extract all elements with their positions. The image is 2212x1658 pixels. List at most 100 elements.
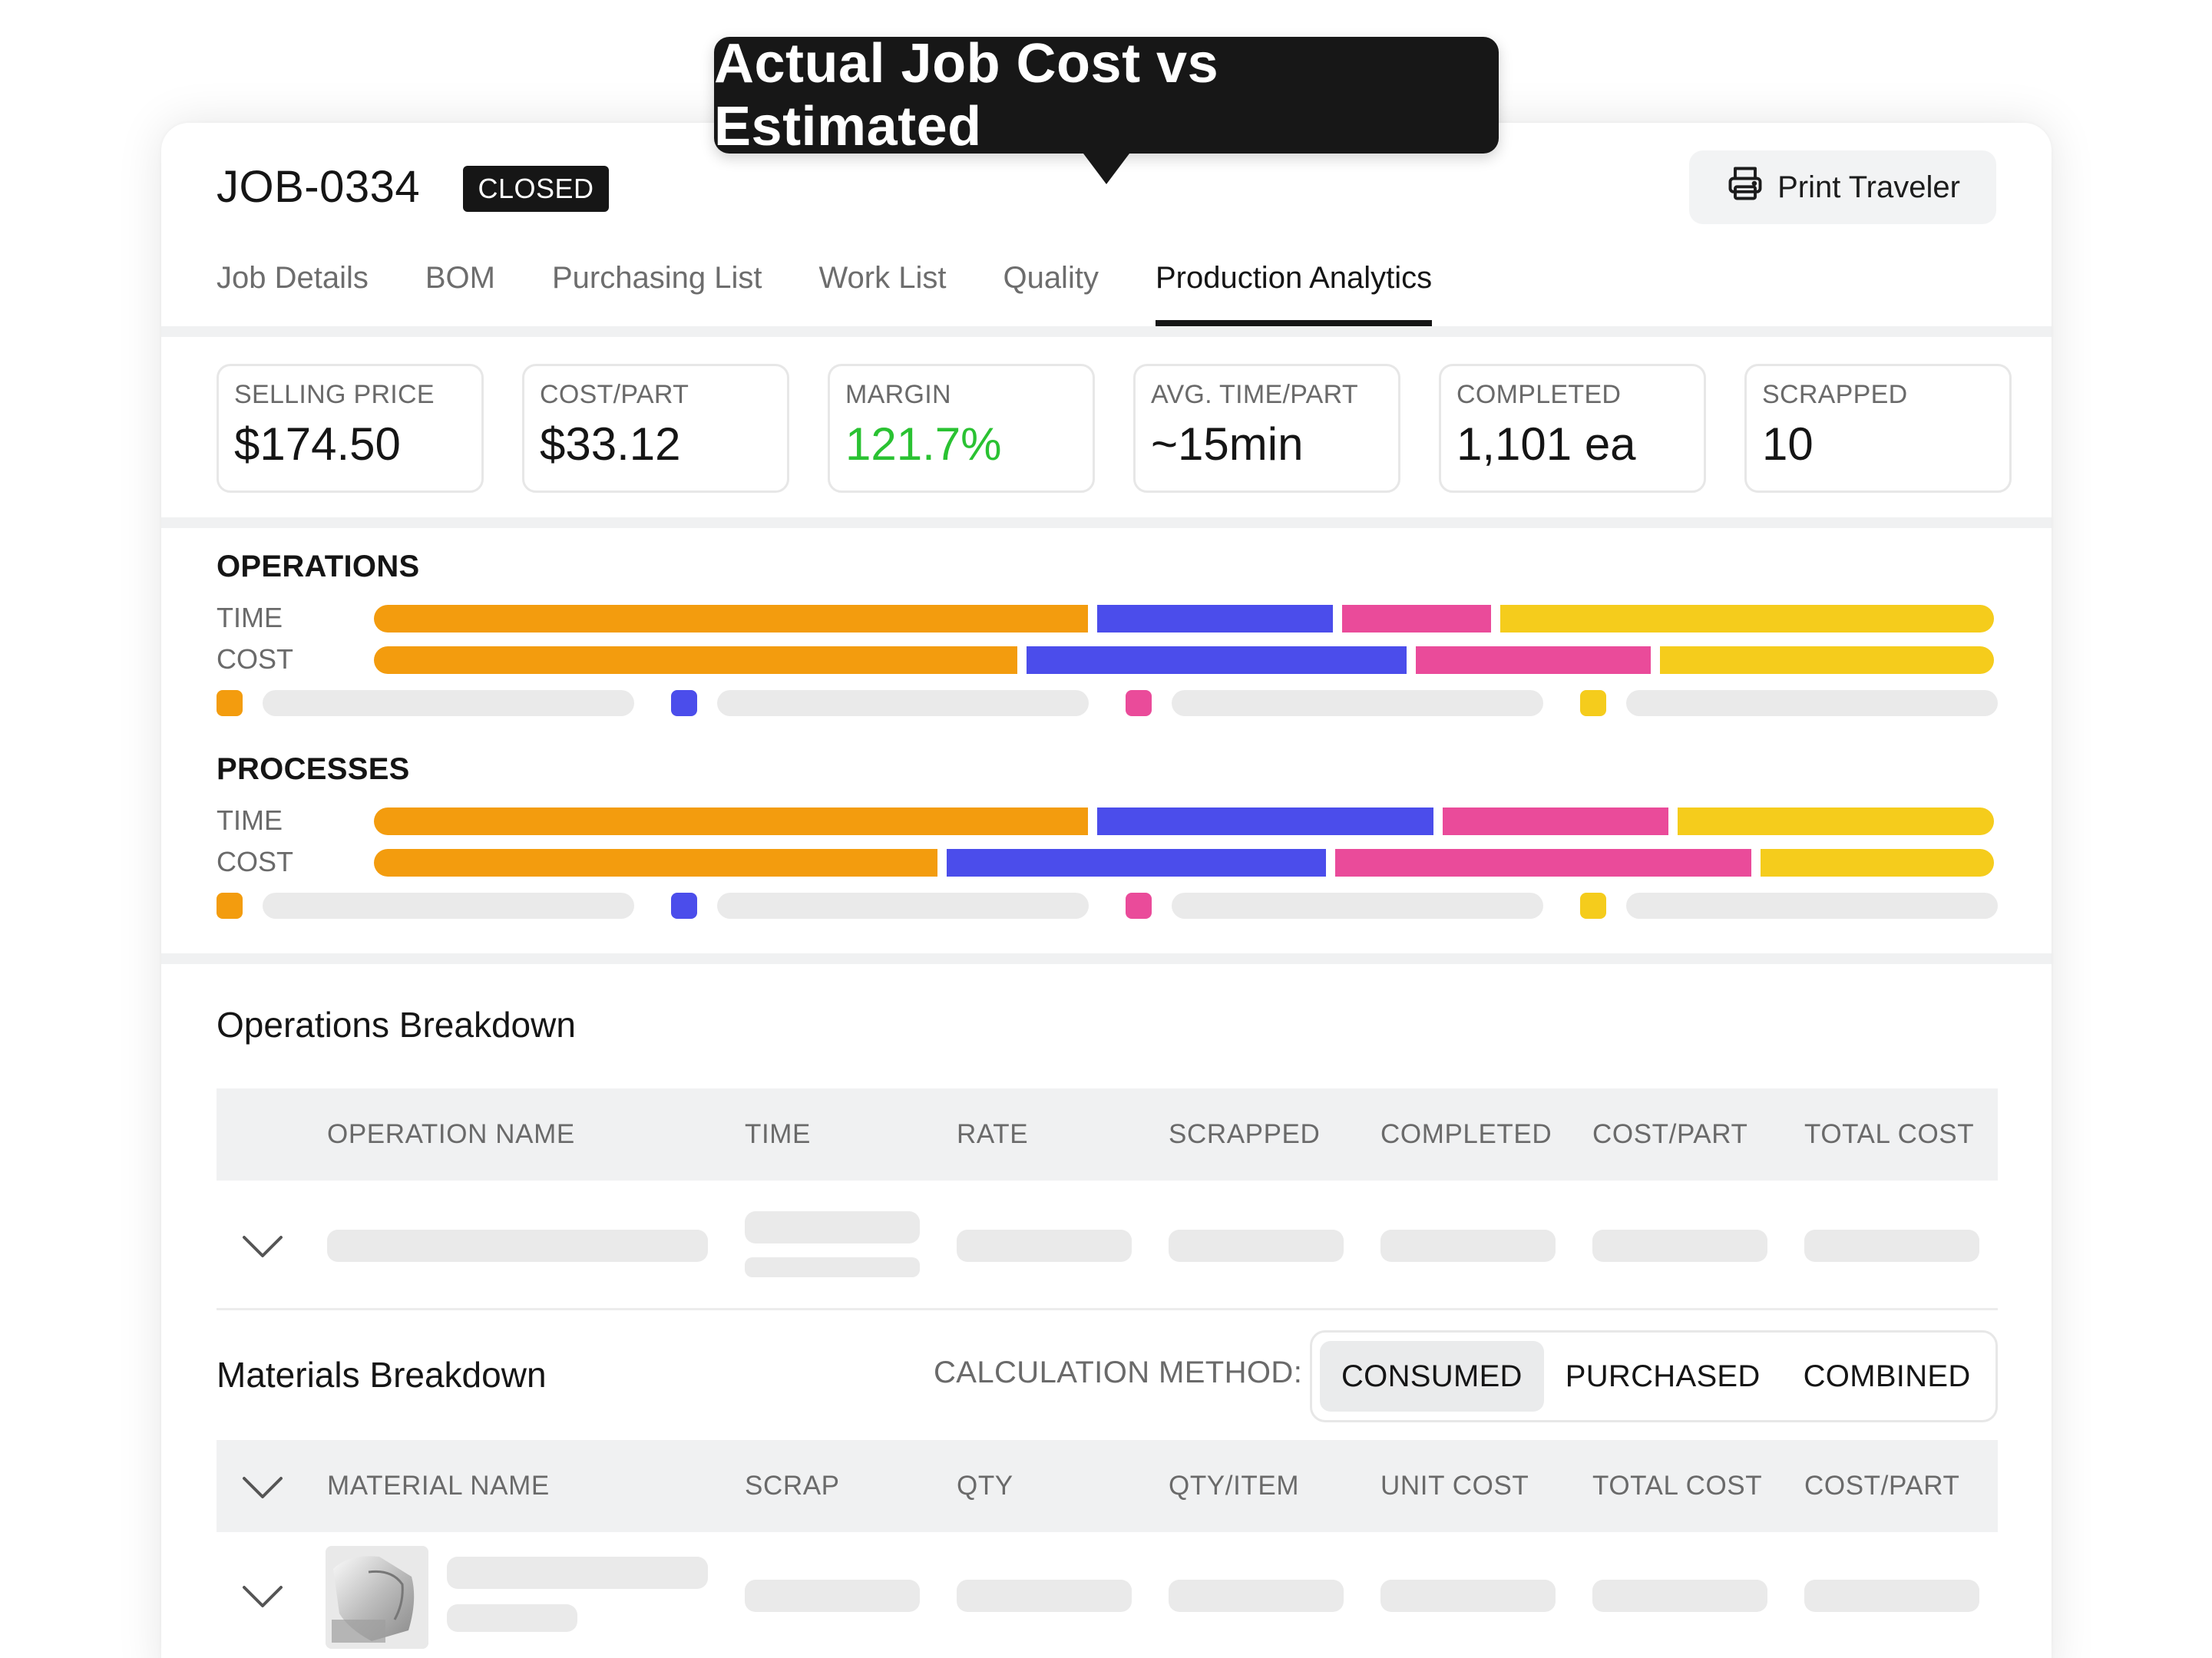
- legend-label-placeholder: [1172, 893, 1543, 919]
- stat-value: 121.7%: [845, 418, 1002, 470]
- material-thumbnail: [326, 1546, 428, 1649]
- processes-title: PROCESSES: [217, 752, 410, 786]
- col-total-cost[interactable]: TOTAL COST: [1804, 1119, 1975, 1149]
- processes-cost-label: COST: [217, 846, 294, 877]
- stat-value: ~15min: [1151, 418, 1304, 470]
- col-material-name[interactable]: MATERIAL NAME: [327, 1471, 550, 1501]
- tab-bom[interactable]: BOM: [425, 261, 495, 295]
- section-divider: [217, 1308, 1998, 1310]
- chevron-down-icon[interactable]: [241, 1233, 284, 1260]
- print-traveler-button[interactable]: Print Traveler: [1689, 150, 1996, 224]
- legend-label-placeholder: [263, 893, 634, 919]
- bar-segment-yellow[interactable]: [1677, 808, 1994, 835]
- cost-per-part-placeholder: [1592, 1230, 1767, 1262]
- col-scrap[interactable]: SCRAP: [745, 1471, 840, 1501]
- bar-segment-blue[interactable]: [1027, 646, 1407, 674]
- calculation-method-toggle: CONSUMED PURCHASED COMBINED: [1310, 1330, 1998, 1422]
- processes-cost-bar: [374, 849, 1994, 877]
- stat-scrapped: SCRAPPED 10: [1744, 364, 2012, 493]
- bar-segment-blue[interactable]: [946, 849, 1327, 877]
- printer-icon: [1725, 163, 1765, 211]
- col-completed[interactable]: COMPLETED: [1380, 1119, 1552, 1149]
- col-qty-per-item[interactable]: QTY/ITEM: [1169, 1471, 1300, 1501]
- col-qty[interactable]: QTY: [957, 1471, 1013, 1501]
- bar-segment-pink[interactable]: [1442, 808, 1668, 835]
- operations-time-label: TIME: [217, 602, 283, 633]
- qty-per-item-placeholder: [1169, 1580, 1344, 1612]
- materials-breakdown-title: Materials Breakdown: [217, 1355, 547, 1395]
- stat-selling-price: SELLING PRICE $174.50: [217, 364, 484, 493]
- operation-name-placeholder: [327, 1230, 708, 1262]
- qty-placeholder: [957, 1580, 1132, 1612]
- tab-job-details[interactable]: Job Details: [217, 261, 369, 295]
- tab-production-analytics[interactable]: Production Analytics: [1155, 246, 1433, 326]
- legend-label-placeholder: [717, 690, 1089, 716]
- bar-segment-pink[interactable]: [1335, 849, 1751, 877]
- scrapped-placeholder: [1169, 1230, 1344, 1262]
- col-unit-cost[interactable]: UNIT COST: [1380, 1471, 1529, 1501]
- legend-label-placeholder: [1626, 893, 1998, 919]
- total-cost-placeholder: [1592, 1580, 1767, 1612]
- job-card: JOB-0334 CLOSED Print Traveler Job Detai…: [161, 123, 2052, 1658]
- scrap-placeholder: [745, 1580, 920, 1612]
- bar-segment-yellow[interactable]: [1500, 605, 1994, 632]
- method-purchased[interactable]: PURCHASED: [1565, 1359, 1761, 1393]
- processes-legend: [217, 892, 1998, 920]
- col-scrapped[interactable]: SCRAPPED: [1169, 1119, 1321, 1149]
- processes-time-label: TIME: [217, 804, 283, 836]
- bar-segment-orange[interactable]: [374, 808, 1089, 835]
- col-total-cost[interactable]: TOTAL COST: [1592, 1471, 1763, 1501]
- legend-label-placeholder: [1626, 690, 1998, 716]
- stat-value: 10: [1762, 418, 1814, 470]
- bar-segment-orange[interactable]: [374, 849, 937, 877]
- operations-cost-bar: [374, 646, 1995, 674]
- col-rate[interactable]: RATE: [957, 1119, 1029, 1149]
- chevron-down-icon[interactable]: [241, 1474, 284, 1501]
- col-operation-name[interactable]: OPERATION NAME: [327, 1119, 575, 1149]
- bar-segment-orange[interactable]: [374, 605, 1089, 632]
- legend-swatch-orange: [217, 690, 243, 716]
- bar-segment-yellow[interactable]: [1760, 849, 1994, 877]
- tab-work-list[interactable]: Work List: [818, 261, 947, 295]
- legend-swatch-yellow: [1580, 893, 1606, 919]
- tab-quality[interactable]: Quality: [1003, 261, 1099, 295]
- job-header: JOB-0334 CLOSED Print Traveler Job Detai…: [161, 123, 2052, 326]
- completed-placeholder: [1380, 1230, 1556, 1262]
- tab-purchasing-list[interactable]: Purchasing List: [552, 261, 762, 295]
- cost-per-part-placeholder: [1804, 1580, 1979, 1612]
- operations-breakdown-title: Operations Breakdown: [217, 1005, 576, 1045]
- material-name-placeholder: [447, 1557, 708, 1589]
- col-time[interactable]: TIME: [745, 1119, 812, 1149]
- col-cost-per-part[interactable]: COST/PART: [1804, 1471, 1960, 1501]
- stat-cost-per-part: COST/PART $33.12: [522, 364, 789, 493]
- feature-tooltip: Actual Job Cost vs Estimated: [714, 33, 1499, 184]
- stat-label: SCRAPPED: [1762, 380, 1908, 409]
- stat-label: SELLING PRICE: [234, 380, 435, 409]
- legend-label-placeholder: [1172, 690, 1543, 716]
- stat-avg-time-per-part: AVG. TIME/PART ~15min: [1133, 364, 1400, 493]
- processes-time-bar: [374, 808, 1994, 835]
- rate-placeholder: [957, 1230, 1132, 1262]
- method-consumed[interactable]: CONSUMED: [1320, 1341, 1544, 1412]
- unit-cost-placeholder: [1380, 1580, 1556, 1612]
- bar-segment-yellow[interactable]: [1659, 646, 1995, 674]
- stat-margin: MARGIN 121.7%: [828, 364, 1095, 493]
- bar-segment-blue[interactable]: [1097, 605, 1333, 632]
- legend-swatch-pink: [1126, 690, 1152, 716]
- bar-segment-blue[interactable]: [1097, 808, 1433, 835]
- stat-completed: COMPLETED 1,101 ea: [1439, 364, 1706, 493]
- chevron-down-icon[interactable]: [241, 1583, 284, 1610]
- bar-segment-orange[interactable]: [374, 646, 1018, 674]
- stat-label: COMPLETED: [1456, 380, 1622, 409]
- legend-label-placeholder: [717, 893, 1089, 919]
- method-combined[interactable]: COMBINED: [1803, 1359, 1971, 1393]
- bar-segment-pink[interactable]: [1341, 605, 1492, 632]
- stat-label: MARGIN: [845, 380, 951, 409]
- total-cost-placeholder: [1804, 1230, 1979, 1262]
- col-cost-per-part[interactable]: COST/PART: [1592, 1119, 1748, 1149]
- stat-label: AVG. TIME/PART: [1151, 380, 1358, 409]
- bar-segment-pink[interactable]: [1415, 646, 1651, 674]
- operations-title: OPERATIONS: [217, 550, 420, 583]
- legend-swatch-blue: [671, 893, 697, 919]
- print-traveler-label: Print Traveler: [1777, 170, 1960, 204]
